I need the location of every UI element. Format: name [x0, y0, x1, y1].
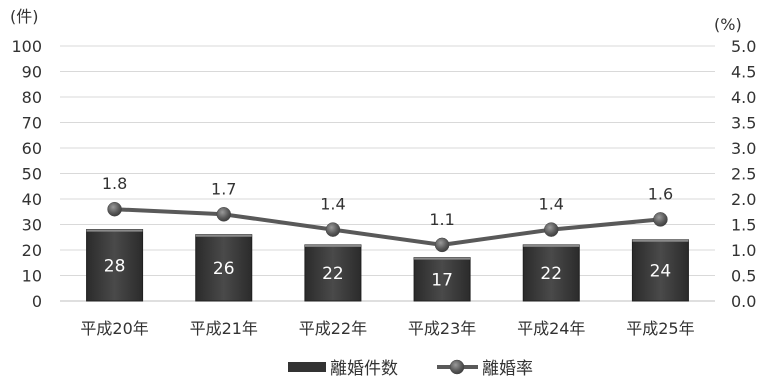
right-axis: (%) 0.0 0.5 1.0 1.5 2.0 2.5 3.0 3.5 4.0 4.5 5.0: [714, 15, 756, 311]
line-point: [107, 201, 122, 217]
right-tick-label: 4.0: [731, 88, 756, 107]
line-value-label: 1.1: [429, 210, 454, 229]
left-tick-label: 90: [22, 63, 42, 82]
line-value-label: 1.6: [648, 184, 673, 203]
bar-value-label: 22: [322, 264, 344, 284]
left-axis: (件) 0 10 20 30 40 50 60 70 80 90 100: [10, 7, 42, 311]
legend-bar-label: 離婚件数: [330, 359, 398, 379]
right-axis-unit-label: (%): [714, 15, 742, 34]
gridlines: [60, 45, 715, 302]
left-tick-label: 60: [22, 139, 42, 158]
legend: 離婚件数 離婚率: [288, 359, 533, 379]
right-tick-label: 0.5: [731, 267, 756, 286]
line-point: [325, 222, 341, 237]
bar-series: 28 26 22 17 22 24: [86, 229, 689, 302]
line-point: [434, 237, 450, 253]
line-value-label: 1.8: [102, 174, 127, 193]
category-label: 平成22年: [299, 319, 367, 338]
right-tick-label: 2.5: [731, 165, 756, 184]
category-axis: 平成20年 平成21年 平成22年 平成23年 平成24年 平成25年: [80, 319, 694, 338]
left-tick-label: 50: [22, 165, 42, 184]
left-tick-label: 0: [32, 292, 42, 311]
category-label: 平成21年: [190, 319, 258, 338]
category-label: 平成24年: [517, 319, 585, 338]
bar: [631, 239, 689, 302]
legend-line-label: 離婚率: [482, 359, 533, 379]
line-point: [544, 222, 559, 237]
line-value-label: 1.4: [539, 195, 564, 214]
legend-line-marker: [449, 359, 465, 375]
category-label: 平成25年: [626, 319, 694, 338]
bar: [304, 244, 362, 302]
left-tick-label: 40: [22, 190, 42, 209]
left-tick-label: 30: [22, 216, 42, 235]
legend-bar-swatch: [288, 362, 326, 372]
right-tick-label: 4.5: [731, 63, 756, 82]
right-tick-label: 1.0: [731, 241, 756, 260]
right-tick-label: 3.0: [731, 139, 756, 158]
bar: [522, 244, 580, 302]
left-tick-label: 10: [22, 267, 42, 286]
category-label: 平成23年: [408, 319, 476, 338]
line-value-label: 1.4: [320, 195, 345, 214]
right-tick-label: 0.0: [731, 292, 756, 311]
line-point: [216, 207, 231, 222]
right-tick-label: 5.0: [731, 37, 756, 56]
right-tick-label: 2.0: [731, 190, 756, 209]
bar: [86, 229, 144, 302]
bar: [413, 257, 471, 302]
line-series: 1.8 1.7 1.4 1.1 1.4 1.6: [102, 174, 673, 253]
line-path: [114, 207, 661, 247]
right-tick-label: 1.5: [731, 216, 756, 235]
bar-value-label: 22: [540, 264, 562, 284]
line-point: [653, 212, 668, 227]
line-value-label: 1.7: [211, 179, 236, 198]
left-tick-label: 20: [22, 241, 42, 260]
left-tick-label: 80: [22, 88, 42, 107]
right-tick-label: 3.5: [731, 114, 756, 133]
bar-value-label: 28: [104, 256, 126, 276]
left-axis-unit-label: (件): [10, 7, 39, 26]
bar-value-label: 26: [213, 259, 235, 279]
bar-value-label: 24: [650, 261, 672, 281]
category-label: 平成20年: [80, 319, 148, 338]
left-tick-label: 100: [11, 37, 42, 56]
bar-value-label: 17: [431, 270, 453, 290]
left-tick-label: 70: [22, 114, 42, 133]
